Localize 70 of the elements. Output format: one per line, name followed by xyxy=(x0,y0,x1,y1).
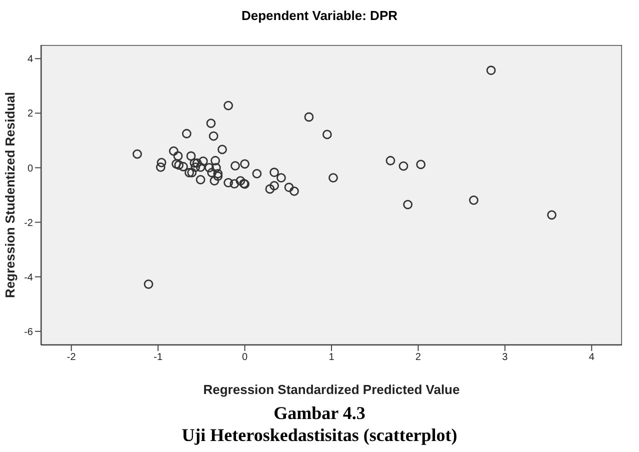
point xyxy=(236,176,246,186)
point xyxy=(213,169,223,178)
point xyxy=(270,168,279,178)
point xyxy=(224,100,234,110)
point xyxy=(190,162,200,172)
point xyxy=(290,186,299,196)
point xyxy=(403,200,413,210)
point xyxy=(182,128,192,138)
point xyxy=(178,162,188,172)
point xyxy=(198,156,208,166)
point xyxy=(240,159,250,169)
x-tick-label: 3 xyxy=(502,352,508,364)
point xyxy=(547,210,556,220)
point xyxy=(168,146,178,156)
point xyxy=(196,175,206,184)
point xyxy=(144,279,154,289)
y-tick-label: -6 xyxy=(24,326,34,338)
point xyxy=(230,179,240,189)
x-tick-label: 4 xyxy=(588,352,595,364)
point xyxy=(174,160,184,170)
y-tick-label: -2 xyxy=(24,218,34,229)
point xyxy=(196,162,206,172)
point xyxy=(416,160,426,170)
point xyxy=(224,178,234,188)
point xyxy=(211,163,221,172)
y-tick-label: 0 xyxy=(27,163,34,174)
point xyxy=(184,168,194,178)
point xyxy=(276,173,286,183)
text: Uji Heteroskedastisitas (scatterplot) xyxy=(180,424,458,446)
point xyxy=(218,144,227,154)
point xyxy=(208,131,218,141)
x-axis-title: Regression Standardized Predicted Value xyxy=(203,382,460,397)
point xyxy=(190,158,200,168)
point xyxy=(132,149,142,159)
point xyxy=(252,169,262,178)
point xyxy=(328,173,338,183)
point xyxy=(213,171,223,181)
point xyxy=(207,168,217,178)
point xyxy=(187,168,197,178)
point xyxy=(172,159,181,169)
y-tick-label: 2 xyxy=(27,108,34,120)
point xyxy=(156,162,166,172)
point xyxy=(210,176,220,186)
point xyxy=(204,163,214,172)
point xyxy=(230,161,240,171)
x-tick-label: 0 xyxy=(242,352,248,364)
point xyxy=(186,151,196,161)
point xyxy=(486,66,496,76)
point xyxy=(386,156,396,166)
point xyxy=(284,182,294,192)
x-tick-label: 1 xyxy=(328,352,335,364)
point xyxy=(398,161,408,171)
text: Gambar 4.3 xyxy=(272,402,366,424)
y-axis-title: Regression Studentized Residual xyxy=(2,92,18,298)
point xyxy=(265,184,275,194)
point xyxy=(173,151,183,161)
point xyxy=(156,158,166,168)
point xyxy=(210,156,220,166)
y-tick-label: -4 xyxy=(24,272,34,284)
y-tick-label: 4 xyxy=(27,54,34,66)
point xyxy=(192,158,202,168)
point xyxy=(304,112,314,122)
x-tick-label: -1 xyxy=(154,352,163,364)
point xyxy=(206,118,216,128)
point xyxy=(270,181,279,190)
point xyxy=(322,130,332,140)
x-tick-label: 2 xyxy=(415,352,422,364)
point xyxy=(469,195,478,205)
chart-title: Dependent Variable: DPR xyxy=(240,8,399,23)
x-tick-label: -2 xyxy=(66,352,76,364)
